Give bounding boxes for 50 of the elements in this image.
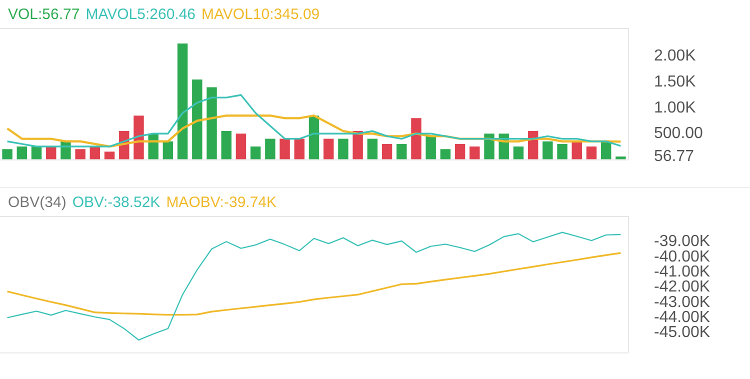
bar — [236, 134, 246, 160]
bar — [484, 134, 494, 160]
bar — [265, 138, 276, 160]
bar — [75, 149, 86, 160]
y-tick-label: -43.00K — [654, 294, 710, 311]
bar — [586, 146, 597, 160]
bar — [440, 149, 451, 160]
bar — [162, 141, 174, 160]
bar — [134, 116, 144, 160]
bar — [367, 138, 378, 160]
bar — [192, 80, 202, 160]
bar — [513, 146, 524, 160]
bar — [31, 146, 42, 160]
bar — [396, 144, 407, 160]
bar — [382, 144, 392, 160]
bar — [542, 141, 553, 160]
y-tick-label: -45.00K — [654, 324, 710, 342]
chart-title: OBV(34) — [8, 194, 66, 211]
bar — [280, 138, 290, 160]
bar — [250, 146, 261, 160]
y-tick-label: 2.00K — [654, 48, 696, 65]
y-tick-label: -39.00K — [654, 233, 710, 250]
y-tick-label: -42.00K — [654, 278, 710, 296]
y-tick-label: -40.00K — [654, 248, 710, 266]
bar — [16, 146, 28, 160]
y-tick-label: -44.00K — [654, 308, 710, 326]
bar — [221, 131, 232, 160]
bar — [426, 136, 436, 160]
bar — [177, 43, 188, 160]
bar — [2, 149, 12, 160]
bar — [206, 87, 217, 160]
bar — [294, 138, 305, 160]
bar — [352, 131, 363, 160]
bar — [323, 138, 334, 160]
y-tick-label: 1.50K — [654, 74, 696, 91]
y-tick-label: 500.00 — [654, 125, 704, 142]
text: MAVOL5:260.46 — [86, 6, 196, 23]
bar — [557, 144, 568, 160]
bar — [104, 152, 115, 160]
text: MAOBV:-39.74K — [166, 194, 277, 211]
text: VOL:56.77 — [8, 6, 80, 23]
text: OBV:-38.52K — [72, 194, 160, 211]
text: MAVOL10:345.09 — [202, 6, 320, 23]
y-tick-label: -41.00K — [654, 263, 710, 280]
y-tick-label: 1.00K — [654, 99, 696, 116]
bar — [338, 138, 348, 160]
bar — [411, 118, 422, 160]
bar — [470, 146, 480, 160]
y-tick-label: 56.77 — [654, 148, 694, 165]
bar — [454, 144, 466, 160]
